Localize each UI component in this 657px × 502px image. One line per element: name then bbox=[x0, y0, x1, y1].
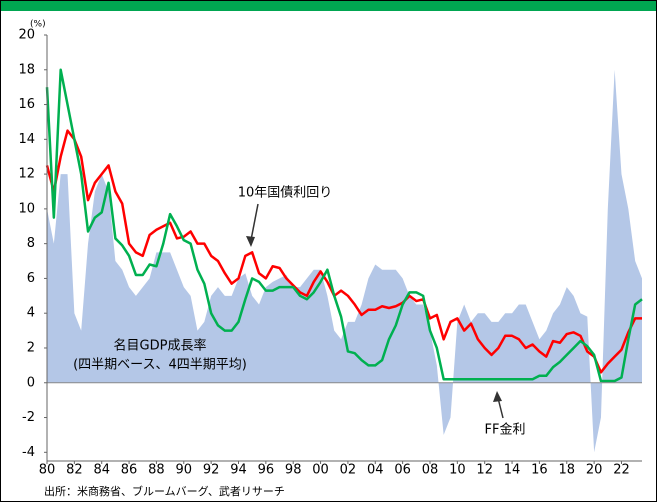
arrowhead bbox=[493, 391, 502, 402]
x-tick-label: 94 bbox=[230, 463, 247, 478]
y-tick-label: 20 bbox=[18, 28, 35, 43]
x-tick-label: 16 bbox=[531, 463, 548, 478]
annotation-gdp-note: (四半期ベース、4四半期平均) bbox=[73, 358, 247, 373]
x-tick-label: 10 bbox=[449, 463, 466, 478]
y-tick-label: 14 bbox=[18, 132, 35, 147]
x-tick-label: 18 bbox=[558, 463, 575, 478]
y-tick-label: 2 bbox=[27, 340, 35, 355]
y-tick-label: 10 bbox=[18, 201, 35, 216]
arrowhead bbox=[246, 236, 255, 247]
x-tick-label: 12 bbox=[476, 463, 493, 478]
annotation-ff: FF金利 bbox=[485, 422, 526, 438]
x-tick-label: 90 bbox=[176, 463, 193, 478]
x-tick-label: 86 bbox=[121, 463, 138, 478]
annotation-bond: 10年国債利回り bbox=[238, 186, 333, 201]
x-tick-label: 04 bbox=[367, 463, 384, 478]
arrow bbox=[250, 203, 259, 241]
x-tick-label: 88 bbox=[148, 463, 165, 478]
x-tick-label: 02 bbox=[340, 463, 357, 478]
annotation-gdp: 名目GDP成長率 bbox=[114, 338, 207, 354]
y-tick-label: 16 bbox=[18, 97, 35, 112]
y-tick-label: 0 bbox=[27, 375, 35, 390]
y-tick-label: 18 bbox=[18, 62, 35, 77]
x-tick-label: 84 bbox=[93, 463, 110, 478]
line bbox=[45, 129, 642, 374]
source: 出所：米商務省、ブルームバーグ、武者リサーチ bbox=[44, 484, 285, 498]
x-tick-label: 96 bbox=[258, 463, 275, 478]
y-tick-label: -2 bbox=[22, 410, 35, 425]
x-tick-label: 80 bbox=[39, 463, 56, 478]
area bbox=[47, 69, 642, 453]
x-tick-label: 08 bbox=[422, 463, 439, 478]
x-tick-label: 06 bbox=[394, 463, 411, 478]
x-tick-label: 14 bbox=[504, 463, 521, 478]
y-tick-label: 6 bbox=[27, 271, 35, 286]
line bbox=[45, 68, 643, 383]
x-tick-label: 22 bbox=[613, 463, 630, 478]
y-tick-label: 8 bbox=[27, 236, 35, 251]
y-tick-label: -4 bbox=[22, 445, 35, 460]
y-unit: (%) bbox=[30, 20, 46, 30]
x-tick-label: 20 bbox=[586, 463, 603, 478]
y-tick-label: 4 bbox=[27, 306, 35, 321]
header-bar bbox=[1, 1, 656, 11]
x-tick-label: 92 bbox=[203, 463, 220, 478]
x-tick-label: 00 bbox=[312, 463, 329, 478]
x-tick-label: 82 bbox=[66, 463, 83, 478]
y-tick-label: 12 bbox=[18, 167, 35, 182]
x-tick-label: 98 bbox=[285, 463, 302, 478]
